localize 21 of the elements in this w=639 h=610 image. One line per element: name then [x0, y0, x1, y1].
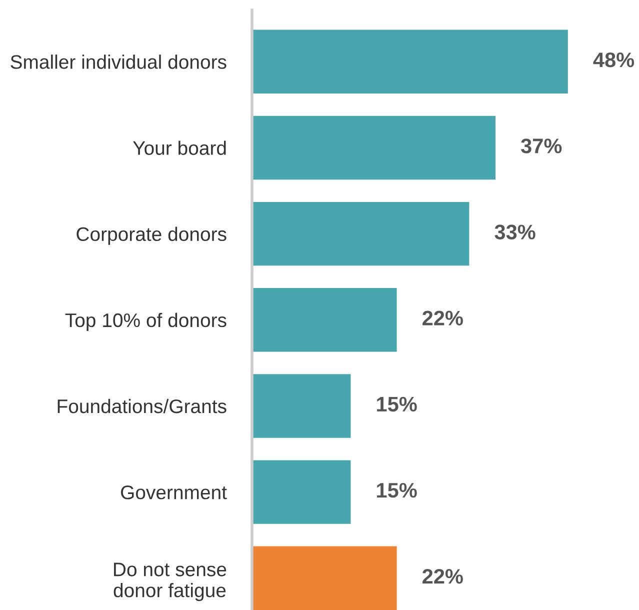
y-tick-label: Smaller individual donors [10, 54, 226, 69]
y-tick-label: Top 10% of donors [65, 312, 226, 331]
bar [252, 30, 568, 94]
y-tick-label: Do not sense donor fatigue [114, 562, 226, 602]
y-tick-label: Corporate donors [76, 226, 226, 245]
data-label: 33% [494, 224, 536, 240]
data-label: 37% [521, 138, 562, 154]
y-tick-label: Government [120, 486, 227, 500]
data-label: 15% [377, 482, 417, 498]
y-tick-label: Foundations/Grants [58, 398, 226, 414]
bar [252, 460, 351, 524]
bar [252, 546, 397, 610]
data-label: 22% [422, 568, 463, 584]
y-tick-label: Your board [133, 140, 226, 155]
bar [252, 374, 351, 438]
data-label: 22% [422, 310, 463, 326]
bar [252, 288, 397, 352]
bar [252, 116, 496, 180]
data-label: 15% [377, 396, 417, 412]
data-label: 48% [593, 52, 634, 68]
bar [252, 202, 470, 266]
